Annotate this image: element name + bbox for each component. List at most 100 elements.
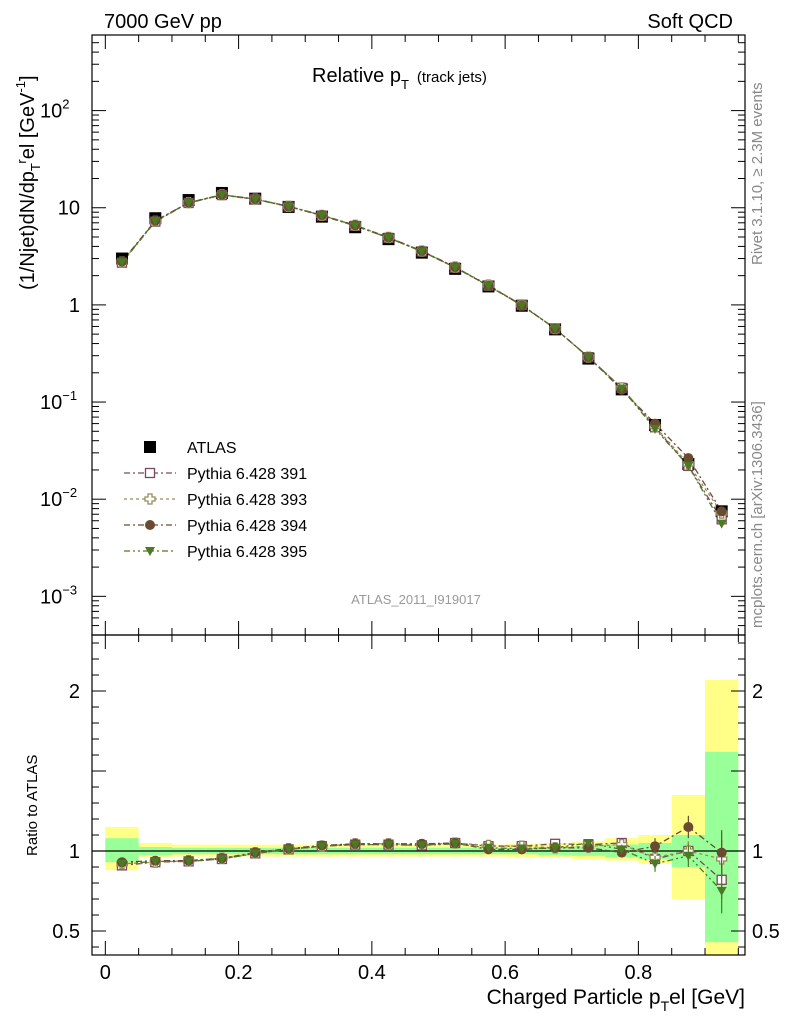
legend-marker [144, 467, 156, 479]
ratio-ytick-label-right: 0.5 [752, 921, 780, 943]
main-ylabel-unit-sup: -1 [13, 81, 28, 93]
ratio-point [450, 839, 461, 849]
main-series-line [121, 194, 723, 512]
main-point [450, 263, 461, 273]
main-ytick-label-exp: −3 [62, 582, 77, 597]
main-point [316, 211, 327, 221]
header-right: Soft QCD [647, 11, 733, 33]
main-plot-marks [115, 186, 728, 529]
ratio-point [550, 843, 561, 853]
legend-label: Pythia 6.428 395 [187, 544, 307, 561]
main-ytick-label: 10−3 [40, 582, 77, 608]
ratio-ytick-label: 1 [69, 841, 80, 863]
ratio-point [683, 851, 694, 861]
ratio-point [583, 839, 594, 848]
xtick-label: 0.4 [358, 962, 386, 984]
mcplots-text: mcplots.cern.ch [arXiv:1306.3436] [749, 401, 766, 628]
plot-title: Relative pT (track jets) [312, 65, 487, 92]
ratio-point [150, 857, 161, 867]
main-point [683, 453, 694, 464]
ratio-plot-marks [116, 815, 728, 914]
main-ylabel-sup: r [14, 159, 29, 164]
legend-marker [144, 441, 156, 453]
main-ytick-label: 10−2 [40, 485, 77, 511]
plot-title-main: Relative p [312, 65, 401, 87]
legend: ATLAS Pythia 6.428 391 Pythia 6.428 393 Pyt… [124, 440, 307, 561]
main-point [350, 221, 361, 231]
ratio-point [350, 840, 361, 850]
axes: 10−3 10−2 10−1 1 10 102 0 0.2 0.4 0.6 0.8 0.5 0.5 1 1 2… [40, 34, 780, 984]
xtick-label: 0.6 [491, 962, 519, 984]
ratio-point [316, 842, 327, 852]
legend-label: Pythia 6.428 394 [187, 518, 307, 535]
ratio-ytick-label: 2 [69, 681, 80, 703]
legend-marker [145, 547, 155, 556]
main-point [716, 519, 727, 529]
ratio-point [216, 855, 227, 864]
xlabel: Charged Particle pTel [GeV] [487, 986, 745, 1014]
main-point [150, 217, 161, 227]
legend-marker [145, 520, 155, 530]
main-point [716, 506, 727, 517]
ratio-point [283, 845, 294, 855]
main-ytick-label: 102 [40, 97, 69, 123]
ratio-ylabel: Ratio to ATLAS [24, 755, 41, 856]
main-ylabel-tail: el [GeV [17, 92, 39, 159]
main-point [683, 461, 694, 471]
main-point [583, 353, 594, 363]
ratio-plot-frame [91, 634, 746, 956]
xlabel-tail: el [GeV] [669, 986, 745, 1009]
xlabel-sub: T [661, 998, 670, 1014]
ratio-point [716, 887, 727, 896]
ratio-point [516, 844, 527, 854]
ratio-point [183, 857, 194, 867]
main-ytick-label: 1 [69, 295, 80, 317]
main-ylabel: (1/Njet)dN/dpTrel [GeV-1] [13, 75, 43, 290]
plot-title-note: (track jets) [417, 69, 487, 86]
ratio-ytick-label-right: 2 [752, 681, 763, 703]
ratio-point [250, 849, 261, 859]
analysis-label: ATLAS_2011_I919017 [351, 592, 481, 607]
main-ytick-label-exp: −2 [62, 485, 77, 500]
legend-label: Pythia 6.428 391 [187, 466, 307, 483]
main-point [550, 324, 561, 334]
main-point [183, 198, 194, 208]
ratio-point [416, 841, 427, 851]
legend-label: ATLAS [187, 440, 237, 457]
legend-marker [144, 493, 156, 505]
main-point [416, 247, 427, 257]
xtick-label: 0.8 [624, 962, 652, 984]
legend-label: Pythia 6.428 393 [187, 492, 307, 509]
header-left: 7000 GeV pp [104, 11, 222, 33]
main-point [483, 281, 494, 291]
main-ytick-label: 10 [58, 198, 80, 220]
ratio-point [716, 847, 727, 858]
main-point [516, 301, 527, 311]
ratio-point [383, 840, 394, 850]
main-point [116, 258, 127, 268]
ratio-point [116, 859, 127, 869]
ratio-uncertainty-bands [92, 679, 745, 955]
main-ytick-label-exp: 2 [62, 97, 69, 112]
plot-title-sub: T [401, 77, 409, 92]
main-point [383, 233, 394, 243]
xtick-label: 0.2 [225, 962, 253, 984]
xtick-label: 0 [100, 962, 111, 984]
main-point [216, 190, 227, 200]
ratio-point [650, 859, 661, 869]
ratio-ytick-label-right: 1 [752, 841, 763, 863]
ratio-point [616, 845, 627, 855]
ratio-point [650, 841, 661, 852]
ratio-ytick-label: 0.5 [52, 921, 80, 943]
main-point [616, 384, 627, 394]
main-ylabel-sub: T [28, 163, 43, 171]
main-point [650, 424, 661, 434]
xlabel-main: Charged Particle p [487, 986, 661, 1009]
main-ylabel-text: (1/Njet)dN/dp [17, 171, 39, 290]
main-point [283, 202, 294, 212]
rivet-version-text: Rivet 3.1.10, ≥ 2.3M events [749, 83, 766, 266]
main-ytick-label: 10−1 [40, 388, 77, 414]
main-point [250, 195, 261, 205]
ratio-point [483, 843, 494, 853]
